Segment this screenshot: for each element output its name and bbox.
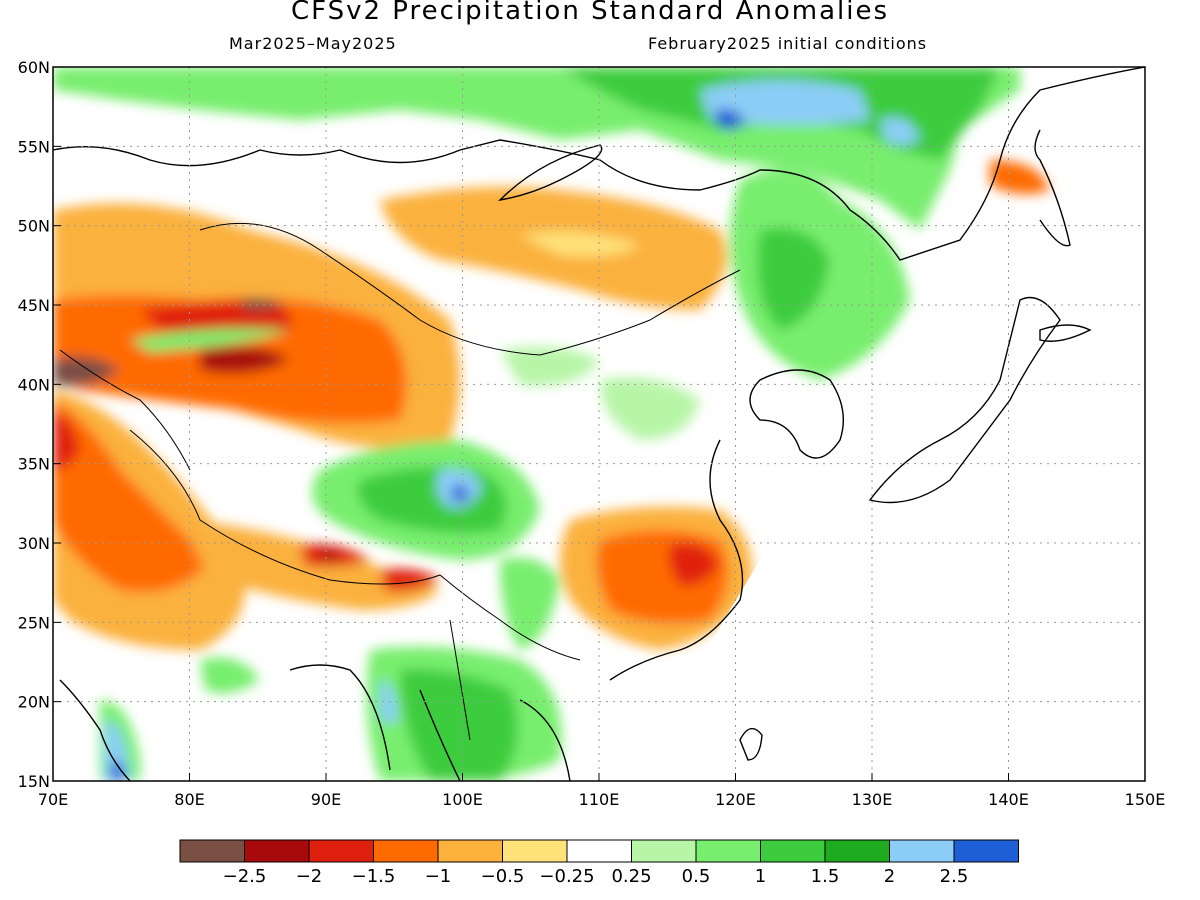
colorbar-swatch [373,839,439,863]
chart-title: CFSv2 Precipitation Standard Anomalies [290,0,890,26]
lon-tick-label: 140E [988,790,1029,809]
lat-tick-label: 20N [18,693,50,712]
lon-tick-label: 130E [852,790,893,809]
colorbar-swatch [889,839,955,863]
colorbar-swatch [760,839,826,863]
lon-tick-label: 150E [1125,790,1166,809]
coastlines [53,67,1145,781]
colorbar-label: −0.25 [539,866,594,887]
lat-tick-label: 35N [18,455,50,474]
lon-tick-label: 120E [715,790,756,809]
colorbar-swatch [502,839,568,863]
lon-tick-label: 70E [38,790,68,809]
lon-tick-label: 90E [311,790,341,809]
colorbar-swatch [953,839,1019,863]
colorbar-label: 0.25 [611,866,651,887]
colorbar: −2.5 −2 −1.5 −1 −0.5 −0.25 0.25 0.5 1 1.5 2 2.5 [179,839,1019,887]
lon-tick-label: 100E [442,790,483,809]
lat-tick-label: 40N [18,375,50,394]
colorbar-swatch [695,839,761,863]
colorbar-swatch [824,839,890,863]
colorbar-label: 1 [755,866,766,887]
colorbar-swatch [179,839,245,863]
colorbar-swatch [437,839,503,863]
colorbar-label: 2.5 [940,866,969,887]
colorbar-swatch [244,839,310,863]
colorbar-label: −1 [425,866,452,887]
lat-tick-label: 45N [18,296,50,315]
colorbar-label: −1.5 [352,866,396,887]
country-borders [59,222,741,741]
colorbar-label: 1.5 [811,866,840,887]
colorbar-label: 2 [884,866,895,887]
lat-tick-label: 55N [18,137,50,156]
colorbar-label: −2 [296,866,323,887]
grid-lines [53,67,1145,781]
initial-conditions: February2025 initial conditions [648,34,928,53]
lat-tick-label: 60N [18,58,50,77]
axis-ticks: 70E 80E 90E 100E 110E 120E 130E 140E 150E 60N 55N 5… [18,58,1166,809]
lat-tick-label: 25N [18,613,50,632]
lon-tick-label: 110E [579,790,620,809]
colorbar-swatch [308,839,374,863]
colorbar-label: −2.5 [223,866,267,887]
lat-tick-label: 50N [18,217,50,236]
lat-tick-label: 15N [18,772,50,791]
lat-tick-label: 30N [18,534,50,553]
lon-tick-label: 80E [174,790,204,809]
valid-period: Mar2025–May2025 [229,34,397,53]
colorbar-label: −0.5 [481,866,525,887]
anomaly-shading [53,67,1145,781]
colorbar-label: 0.5 [682,866,711,887]
colorbar-swatch [566,839,632,863]
colorbar-swatch [631,839,697,863]
